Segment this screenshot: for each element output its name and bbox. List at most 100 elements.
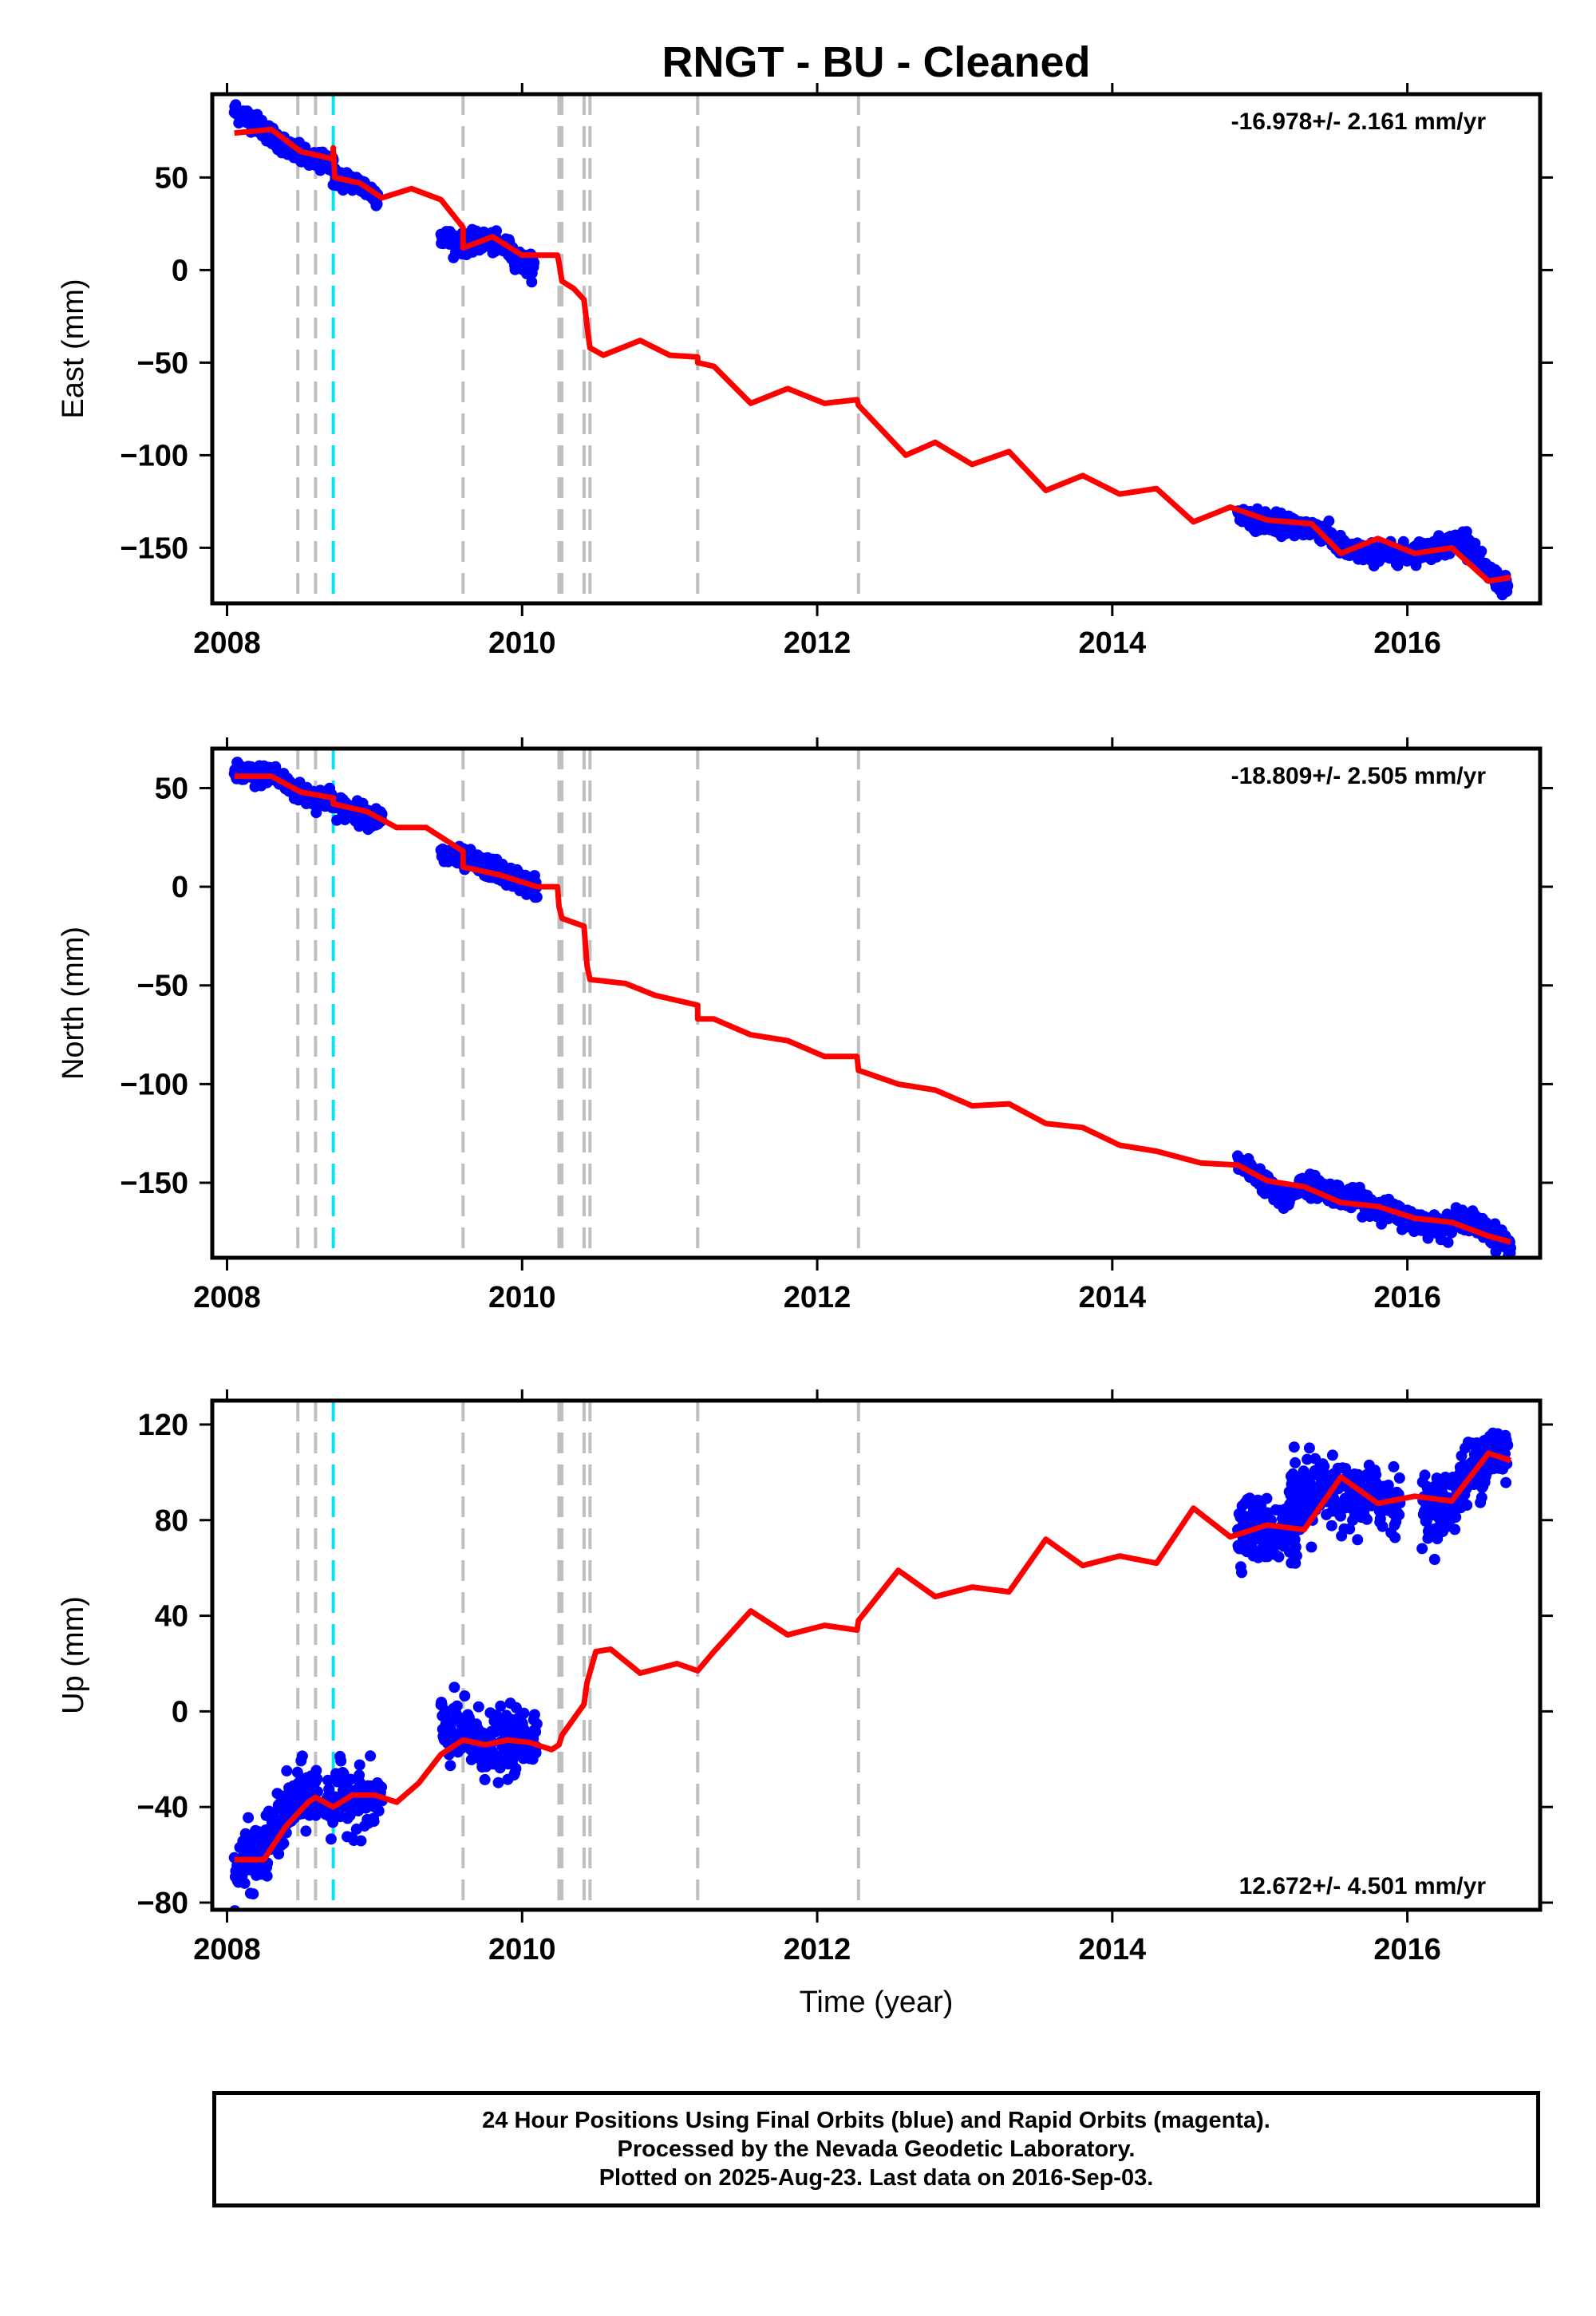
- model-curve: [234, 773, 1511, 1245]
- footer-line-2: Processed by the Nevada Geodetic Laborat…: [617, 2136, 1136, 2162]
- panel-north: 2008 2010 2012 2014 2016 50 0 −50 −100 −150 North …: [57, 737, 1553, 1314]
- x-tick-label: 2014: [1079, 1281, 1147, 1314]
- data-point: [310, 807, 322, 819]
- y-tick-label: 40: [155, 1600, 188, 1634]
- data-point: [444, 1760, 456, 1772]
- x-tick-label: 2008: [193, 626, 261, 660]
- data-point: [371, 198, 383, 210]
- x-tick-label: 2008: [193, 1281, 261, 1314]
- data-point: [261, 1870, 273, 1882]
- plot-frame: [210, 92, 1543, 606]
- data-point: [1323, 515, 1335, 527]
- y-tick-label: −50: [137, 970, 188, 1003]
- y-tick-label: −50: [137, 346, 188, 380]
- data-point: [243, 1812, 255, 1824]
- x-tick-label: 2016: [1373, 1281, 1441, 1314]
- y-axis-label: North (mm): [57, 927, 90, 1080]
- data-point: [526, 276, 538, 288]
- y-tick-label: −100: [120, 1068, 188, 1101]
- data-point: [1306, 1541, 1317, 1553]
- x-tick-label: 2012: [784, 626, 851, 660]
- x-axis-label: Time (year): [800, 1986, 954, 2019]
- data-point: [1502, 1439, 1514, 1451]
- data-point: [1449, 1524, 1461, 1535]
- data-point: [1352, 1534, 1364, 1546]
- data-point: [312, 1786, 323, 1798]
- x-tick-label: 2016: [1373, 1933, 1441, 1966]
- plot-frame: [210, 746, 1543, 1260]
- data-point: [510, 1763, 522, 1775]
- data-point: [1325, 1520, 1337, 1531]
- data-point: [1502, 580, 1514, 592]
- data-point: [311, 1773, 323, 1784]
- data-point: [1392, 559, 1404, 571]
- data-point: [1388, 1460, 1400, 1472]
- data-points: [228, 1427, 1514, 1910]
- data-point: [1393, 1472, 1405, 1484]
- data-point: [492, 1777, 504, 1788]
- data-point: [531, 891, 543, 903]
- data-point: [310, 1765, 322, 1777]
- data-point: [495, 1700, 507, 1712]
- data-point: [459, 1690, 471, 1701]
- data-point: [368, 1816, 380, 1828]
- x-tick-label: 2016: [1373, 626, 1441, 660]
- y-tick-label: 50: [155, 772, 188, 805]
- data-point: [1303, 1442, 1315, 1454]
- data-point: [1273, 1551, 1285, 1563]
- data-point: [1236, 1567, 1247, 1579]
- data-point: [300, 1825, 312, 1837]
- data-point: [1500, 1476, 1512, 1488]
- data-point: [1416, 1543, 1428, 1555]
- y-tick-label: −40: [137, 1791, 188, 1824]
- data-point: [1344, 1523, 1356, 1535]
- y-tick-label: −80: [137, 1887, 188, 1920]
- x-tick-label: 2014: [1079, 1933, 1147, 1966]
- data-point: [1361, 1513, 1373, 1525]
- y-tick-label: −150: [120, 1167, 188, 1200]
- data-point: [1428, 1554, 1440, 1565]
- data-point: [1476, 545, 1487, 557]
- x-tick-label: 2010: [488, 626, 556, 660]
- data-point: [1382, 1480, 1394, 1491]
- y-tick-label: 80: [155, 1504, 188, 1538]
- y-tick-label: 0: [172, 1695, 188, 1729]
- data-point: [278, 1837, 290, 1849]
- model-curve: [234, 126, 1511, 584]
- data-point: [331, 814, 343, 826]
- y-tick-label: −150: [120, 532, 188, 565]
- data-point: [365, 1750, 377, 1762]
- data-point: [247, 1888, 259, 1900]
- y-tick-label: 50: [155, 161, 188, 195]
- y-tick-label: −100: [120, 439, 188, 472]
- data-point: [528, 257, 540, 269]
- data-point: [1370, 1468, 1382, 1480]
- x-tick-label: 2014: [1079, 626, 1147, 660]
- data-point: [1290, 1550, 1302, 1562]
- data-point: [491, 225, 502, 237]
- data-point: [528, 1709, 540, 1721]
- footer-box: 24 Hour Positions Using Final Orbits (bl…: [212, 2091, 1540, 2207]
- data-point: [373, 1805, 385, 1817]
- data-point: [472, 1701, 484, 1713]
- data-point: [531, 1718, 543, 1730]
- data-points: [228, 757, 1516, 1258]
- data-point: [273, 1848, 285, 1860]
- x-tick-label: 2008: [193, 1933, 261, 1966]
- data-point: [479, 1773, 491, 1785]
- data-point: [1450, 1512, 1462, 1523]
- data-point: [354, 1759, 365, 1771]
- y-axis-label: East (mm): [57, 279, 90, 418]
- footer-line-1: 24 Hour Positions Using Final Orbits (bl…: [482, 2108, 1270, 2133]
- data-point: [1326, 1449, 1338, 1461]
- data-point: [1290, 1456, 1301, 1468]
- data-point: [451, 1700, 463, 1712]
- rate-label: 12.672+/- 4.501 mm/yr: [1239, 1873, 1487, 1899]
- chart-title: RNGT - BU - Cleaned: [662, 38, 1090, 86]
- data-point: [325, 1833, 337, 1845]
- data-point: [296, 1750, 308, 1762]
- panel-up: 2008 2010 2012 2014 2016 120 80 40 0 −40 −80 Up (mm…: [57, 1389, 1553, 1966]
- footer-line-3: Plotted on 2025-Aug-23. Last data on 201…: [598, 2165, 1154, 2191]
- data-point: [1261, 1492, 1273, 1504]
